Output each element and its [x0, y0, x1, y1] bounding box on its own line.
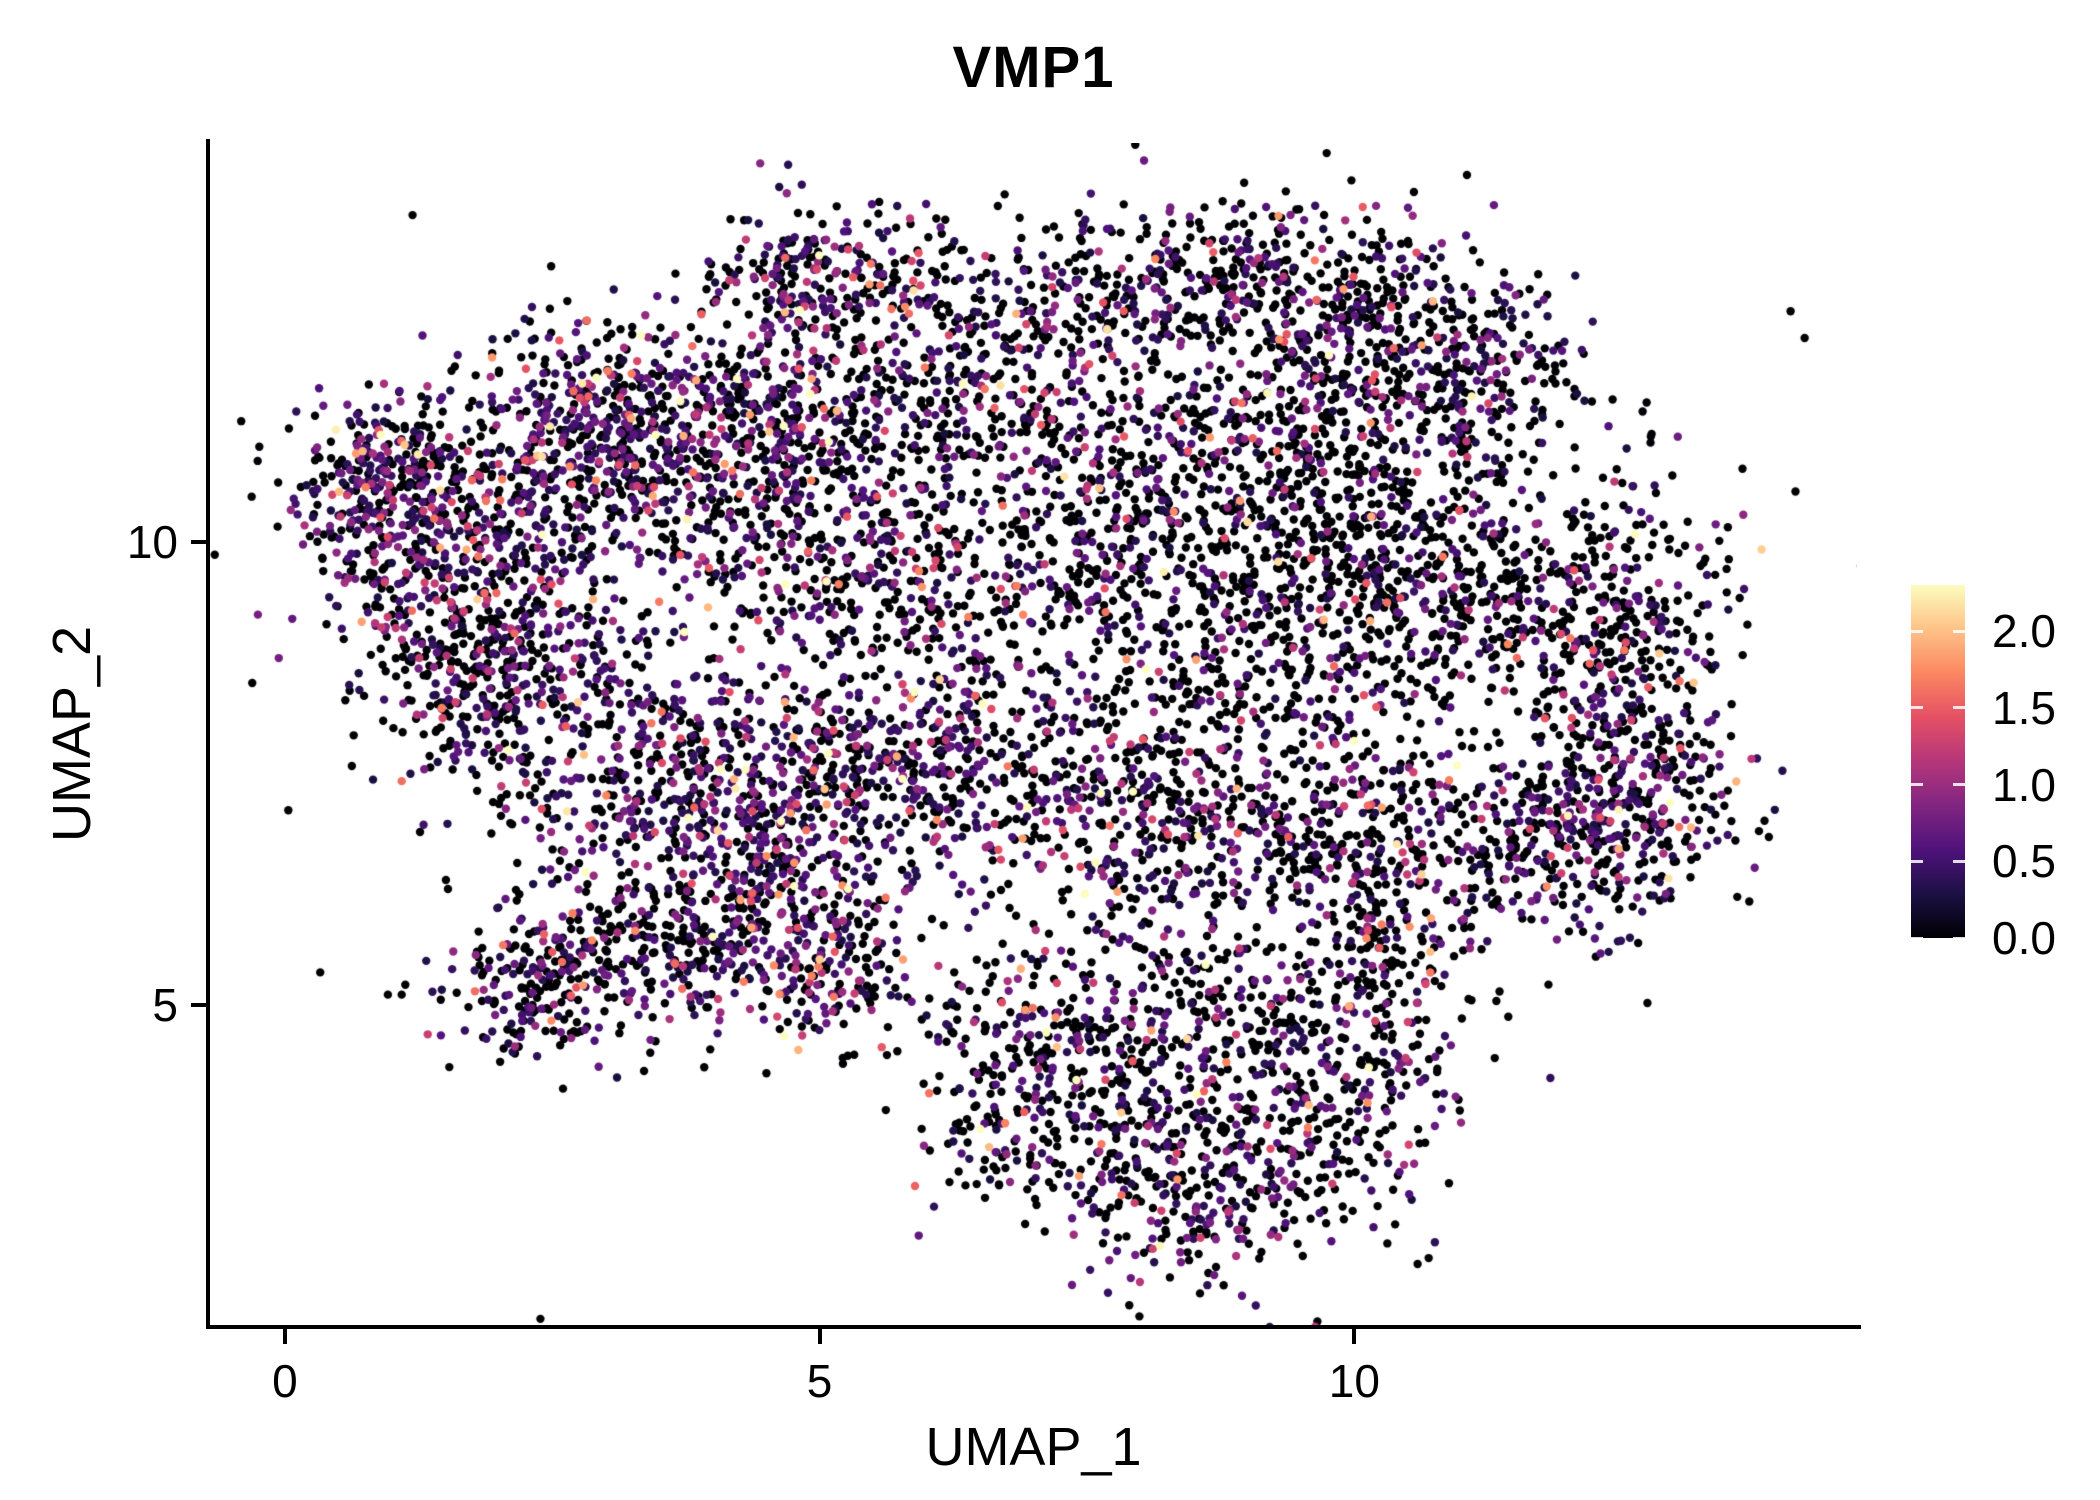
colorbar-tick-mark — [1953, 936, 1965, 940]
x-axis-title: UMAP_1 — [925, 1417, 1142, 1477]
colorbar-tick-label: 1.5 — [1992, 681, 2056, 734]
y-tick-mark — [191, 539, 206, 544]
x-tick-label: 0 — [272, 1355, 298, 1407]
colorbar-tick-mark — [1953, 629, 1965, 633]
x-tick-label: 10 — [1328, 1355, 1380, 1407]
scatter-canvas — [210, 143, 1857, 1325]
colorbar-tick-mark — [1911, 783, 1923, 787]
y-tick-label: 10 — [126, 515, 178, 568]
plot-title: VMP1 — [952, 35, 1115, 100]
colorbar-tick-label: 1.0 — [1992, 758, 2056, 811]
colorbar-tick-mark — [1911, 706, 1923, 710]
colorbar-tick-mark — [1911, 936, 1923, 940]
y-axis-line — [206, 139, 210, 1329]
colorbar-tick-label: 0.0 — [1992, 912, 2056, 964]
colorbar-tick-label: 0.5 — [1992, 835, 2056, 888]
colorbar-tick-mark — [1953, 859, 1965, 863]
colorbar-tick-mark — [1953, 706, 1965, 710]
y-tick-label: 5 — [152, 979, 178, 1032]
x-axis-line — [206, 1325, 1861, 1329]
x-tick-mark — [817, 1329, 822, 1344]
colorbar-gradient — [1911, 585, 1965, 938]
x-tick-label: 5 — [806, 1355, 833, 1407]
colorbar-tick-mark — [1911, 859, 1923, 863]
x-tick-mark — [1352, 1329, 1357, 1344]
colorbar-tick-label: 2.0 — [1992, 605, 2056, 658]
y-axis-title: UMAP_2 — [42, 625, 102, 843]
colorbar-tick-mark — [1911, 629, 1923, 633]
x-tick-mark — [282, 1329, 287, 1344]
y-tick-mark — [191, 1003, 206, 1008]
colorbar-tick-mark — [1953, 783, 1965, 787]
